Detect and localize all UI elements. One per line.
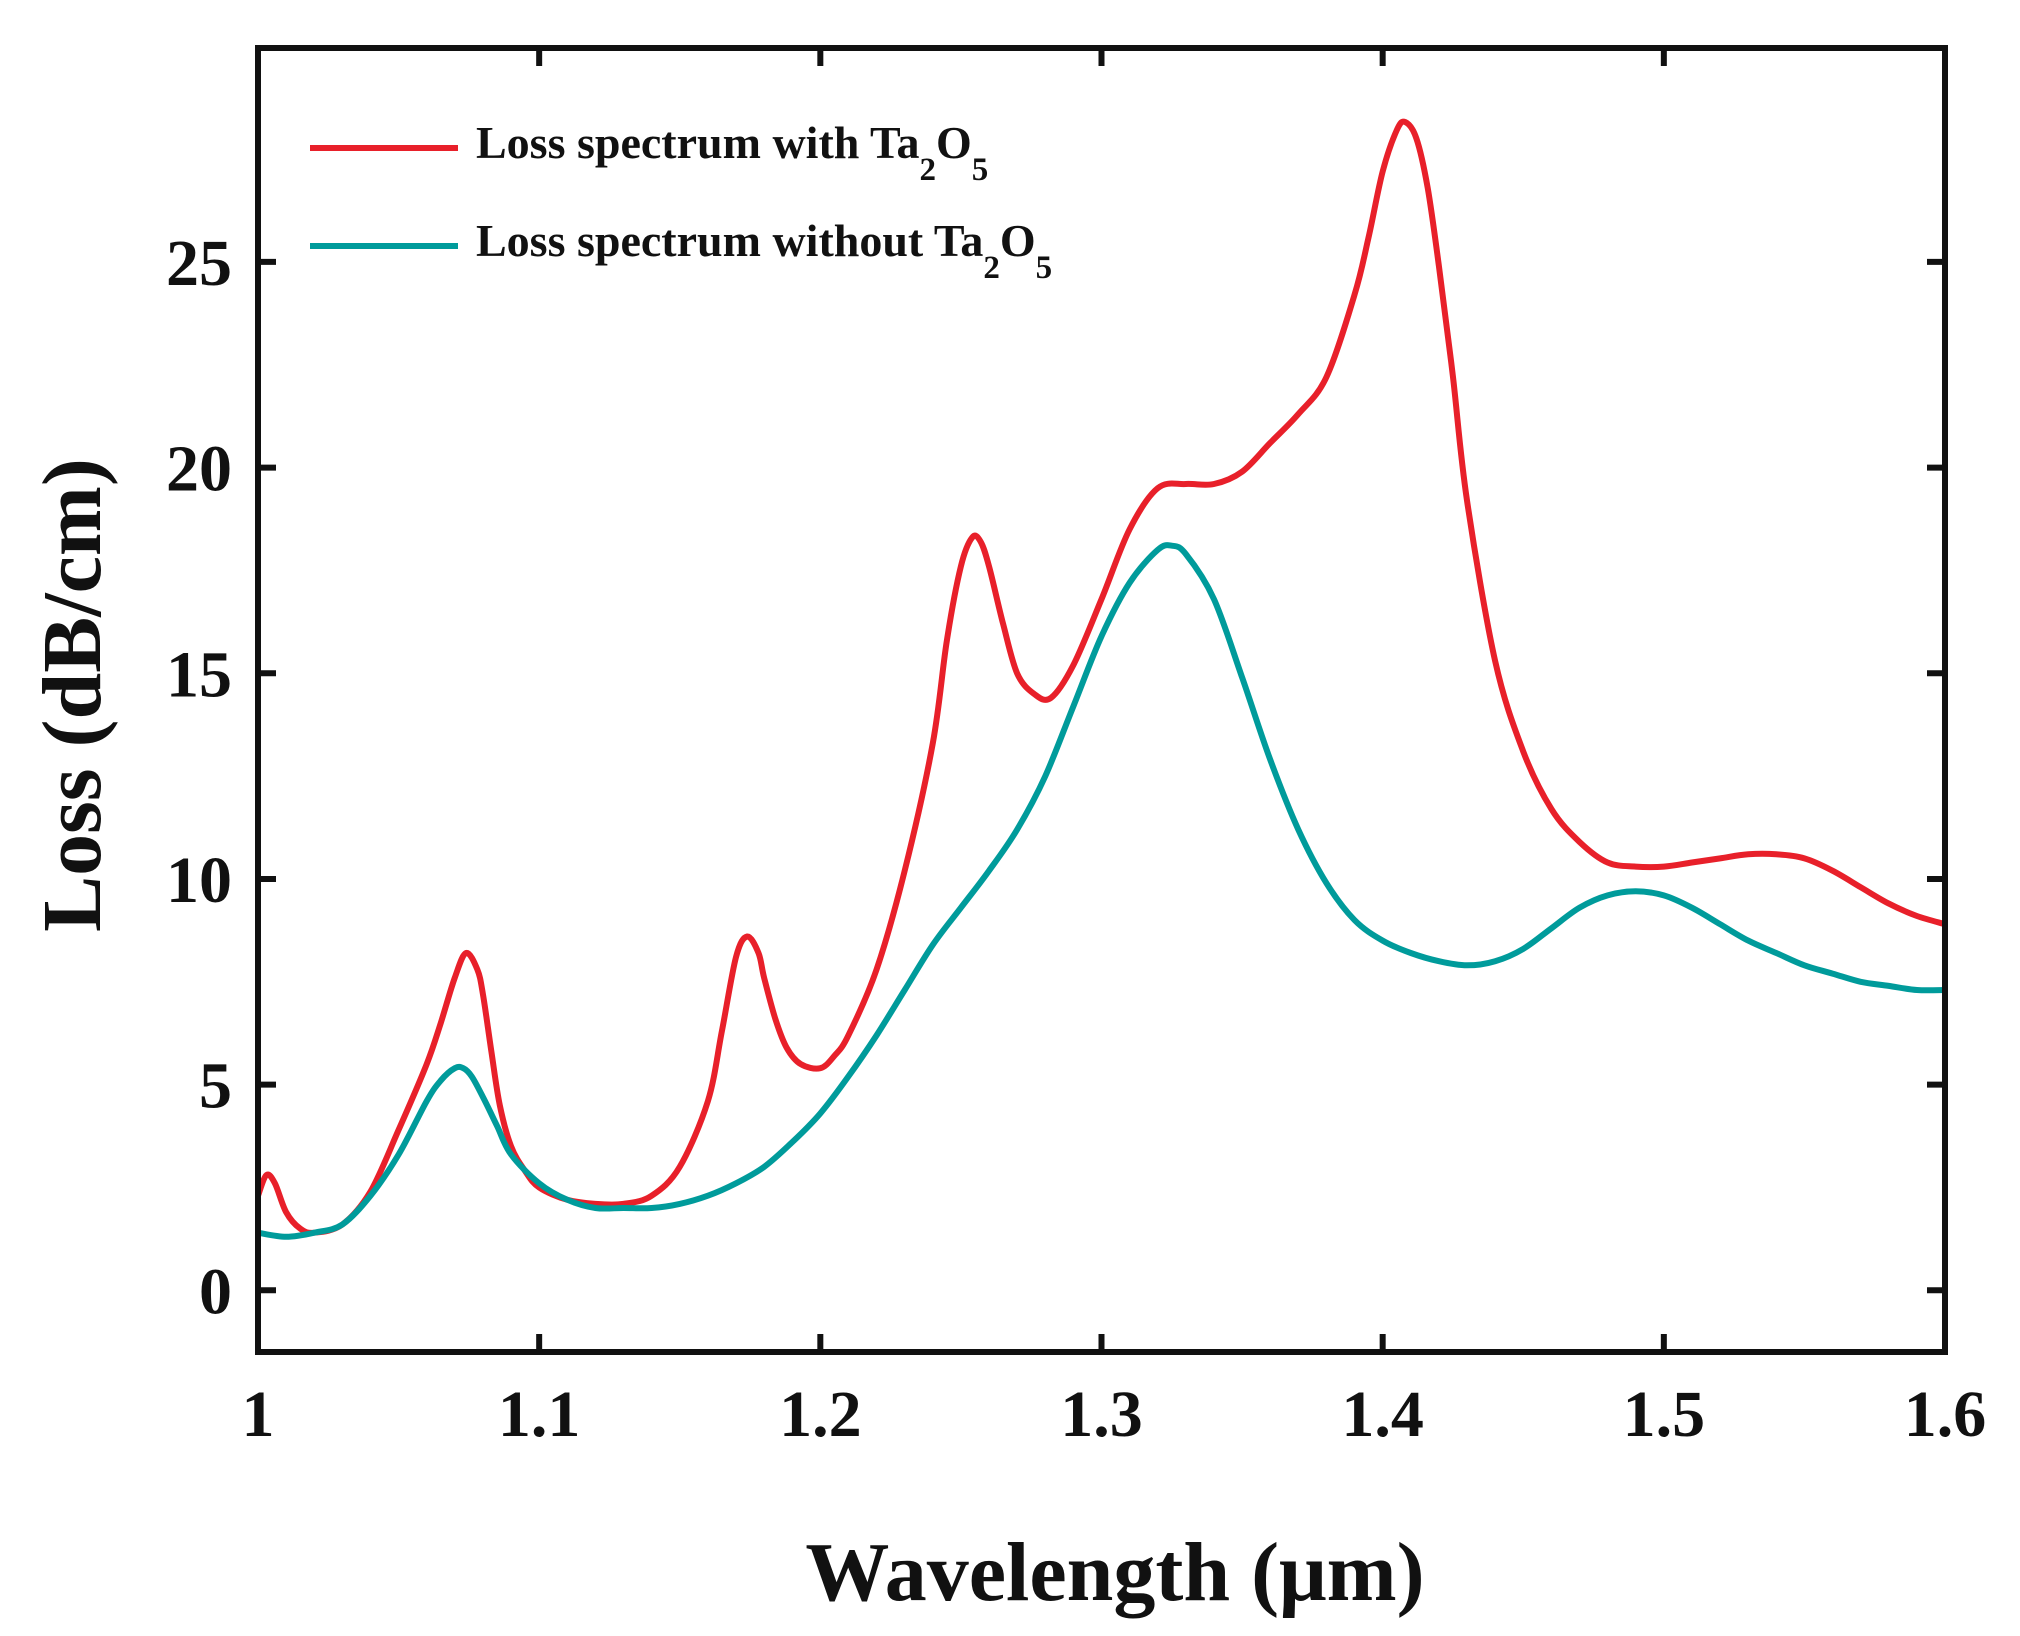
y-tick-label: 0	[199, 1255, 232, 1328]
x-tick-label: 1.1	[498, 1378, 581, 1451]
series-line-without-ta2o5	[255, 542, 1948, 1240]
x-tick-label: 1.4	[1341, 1378, 1424, 1451]
legend-label-with-mid: O	[936, 117, 972, 168]
x-tick-label: 1.2	[779, 1378, 862, 1451]
y-tick-label: 5	[199, 1050, 232, 1123]
legend-label-with-sub2: 5	[972, 152, 989, 188]
y-tick-label: 25	[166, 227, 232, 300]
y-tick-label: 15	[166, 638, 232, 711]
legend-label-with: Loss spectrum with Ta2O5	[476, 117, 988, 188]
legend-label-without-sub1: 2	[983, 250, 1000, 286]
x-axis-title: Wavelength (μm)	[805, 1526, 1424, 1619]
x-tick-label: 1.6	[1904, 1378, 1987, 1451]
legend-label-with-sub1: 2	[919, 152, 936, 188]
series-layer	[255, 118, 1948, 1240]
legend-label-with-prefix: Loss spectrum with Ta	[476, 117, 919, 168]
y-tick-label: 10	[166, 844, 232, 917]
series-line-with-ta2o5	[255, 118, 1948, 1236]
y-axis-title: Loss (dB/cm)	[26, 458, 119, 932]
x-axis-ticks: 1 1.1 1.2 1.3 1.4 1.5 1.6	[242, 48, 1987, 1451]
x-tick-label: 1.3	[1060, 1378, 1143, 1451]
y-tick-label: 20	[166, 433, 232, 506]
legend-label-without: Loss spectrum without Ta2O5	[476, 215, 1052, 286]
x-tick-label: 1	[242, 1378, 275, 1451]
x-tick-label: 1.5	[1623, 1378, 1706, 1451]
legend-label-without-mid: O	[1000, 215, 1036, 266]
legend-label-without-sub2: 5	[1036, 250, 1053, 286]
legend: Loss spectrum with Ta2O5 Loss spectrum w…	[310, 117, 1052, 286]
legend-label-without-prefix: Loss spectrum without Ta	[476, 215, 983, 266]
